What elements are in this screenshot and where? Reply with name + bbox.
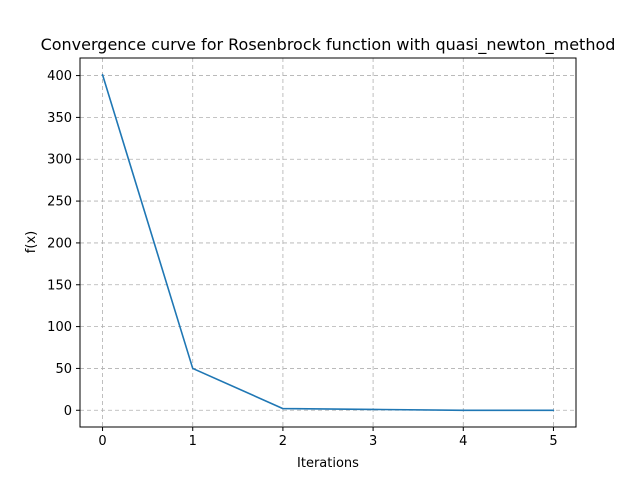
chart-title: Convergence curve for Rosenbrock functio… <box>41 35 616 55</box>
y-tick-label: 250 <box>47 195 72 210</box>
y-axis-label: f(x) <box>24 231 39 253</box>
y-tick-label: 200 <box>47 236 72 251</box>
y-tick-label: 50 <box>55 362 72 377</box>
x-tick-label: 4 <box>459 434 467 449</box>
y-tick-label: 400 <box>47 69 72 84</box>
x-axis-label: Iterations <box>297 456 359 471</box>
x-tick-label: 0 <box>98 434 106 449</box>
y-tick-label: 350 <box>47 111 72 126</box>
x-tick-label: 1 <box>189 434 197 449</box>
y-tick-label: 300 <box>47 153 72 168</box>
series-layer <box>101 73 555 412</box>
x-tick-label: 5 <box>549 434 557 449</box>
y-tick-label: 100 <box>47 320 72 335</box>
series-line <box>101 73 555 412</box>
y-tick-label: 150 <box>47 278 72 293</box>
x-tick-label: 3 <box>369 434 377 449</box>
grid-layer <box>80 58 576 427</box>
y-tick-label: 0 <box>64 404 72 419</box>
x-tick-label: 2 <box>279 434 287 449</box>
